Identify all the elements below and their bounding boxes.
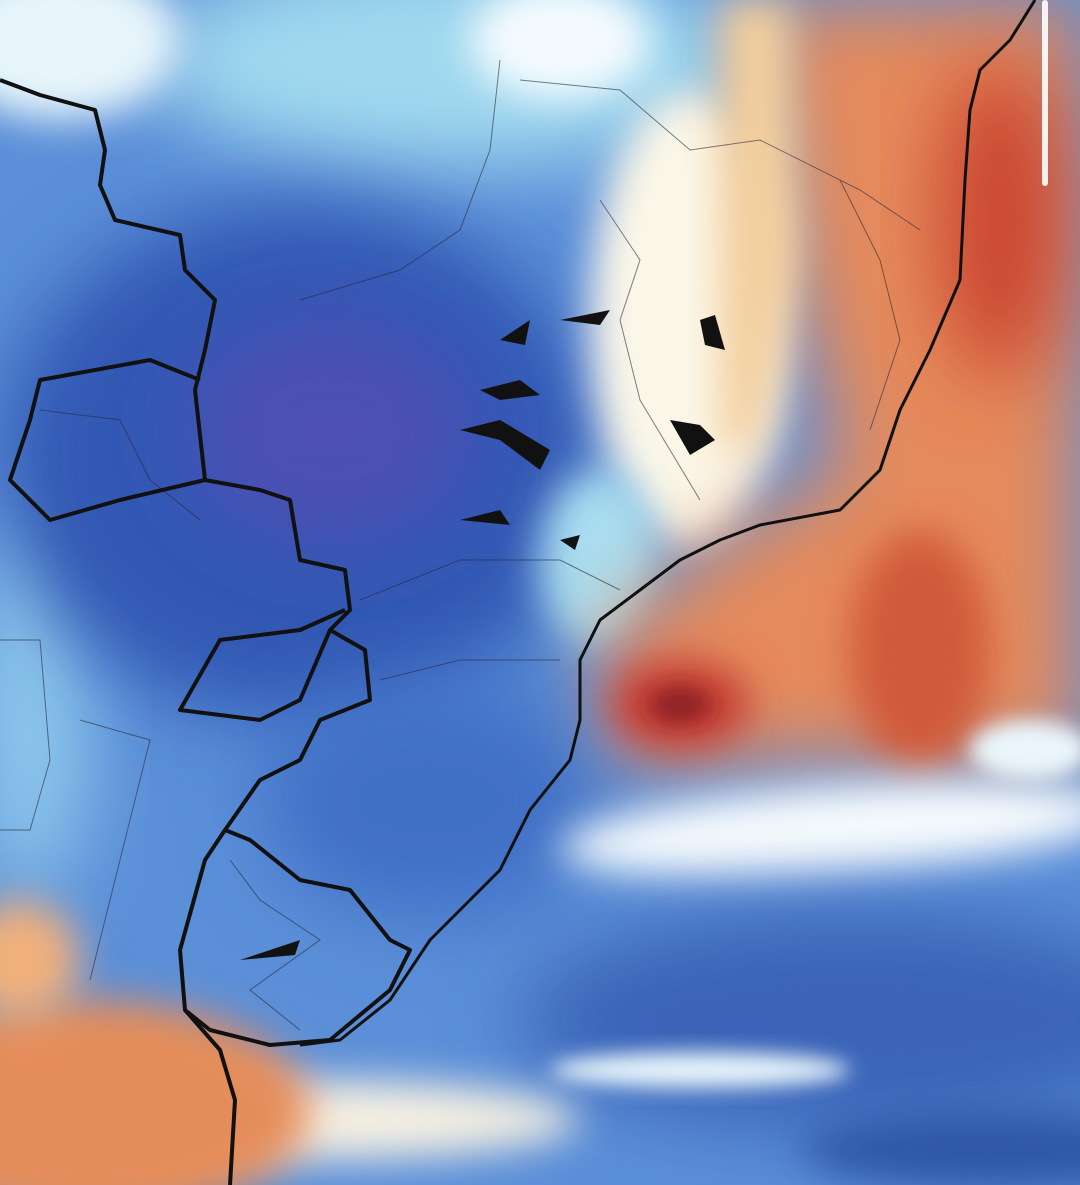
coastline	[299, 0, 1037, 1047]
border-line	[359, 559, 621, 601]
border-line	[0, 639, 51, 831]
warm-edge	[720, 0, 800, 450]
border-line	[229, 859, 321, 1031]
light-streak	[550, 1052, 850, 1088]
border-line	[299, 59, 501, 301]
hot-area	[940, 60, 1060, 380]
light-area	[470, 0, 650, 100]
border-line	[379, 659, 560, 681]
border-line	[839, 179, 901, 431]
cold-area	[800, 1110, 1080, 1185]
country-borders	[0, 78, 412, 1185]
cold-area	[260, 680, 600, 920]
country-border	[178, 608, 346, 722]
hot-area	[850, 530, 990, 770]
border-line	[79, 719, 151, 981]
hot-spot	[650, 687, 710, 723]
warm-area	[0, 900, 80, 1020]
country-border	[8, 358, 206, 522]
cold-core	[190, 320, 470, 540]
scrollbar	[1042, 0, 1048, 186]
light-area	[0, 0, 180, 120]
neutral-band	[970, 720, 1080, 780]
border-line	[599, 199, 701, 501]
country-border	[0, 78, 372, 1185]
border-line	[519, 79, 921, 231]
country-border	[183, 828, 412, 1047]
light-area	[540, 470, 660, 650]
state-borders	[0, 59, 921, 1031]
neutral-band	[560, 781, 1080, 879]
border-line	[39, 409, 201, 521]
